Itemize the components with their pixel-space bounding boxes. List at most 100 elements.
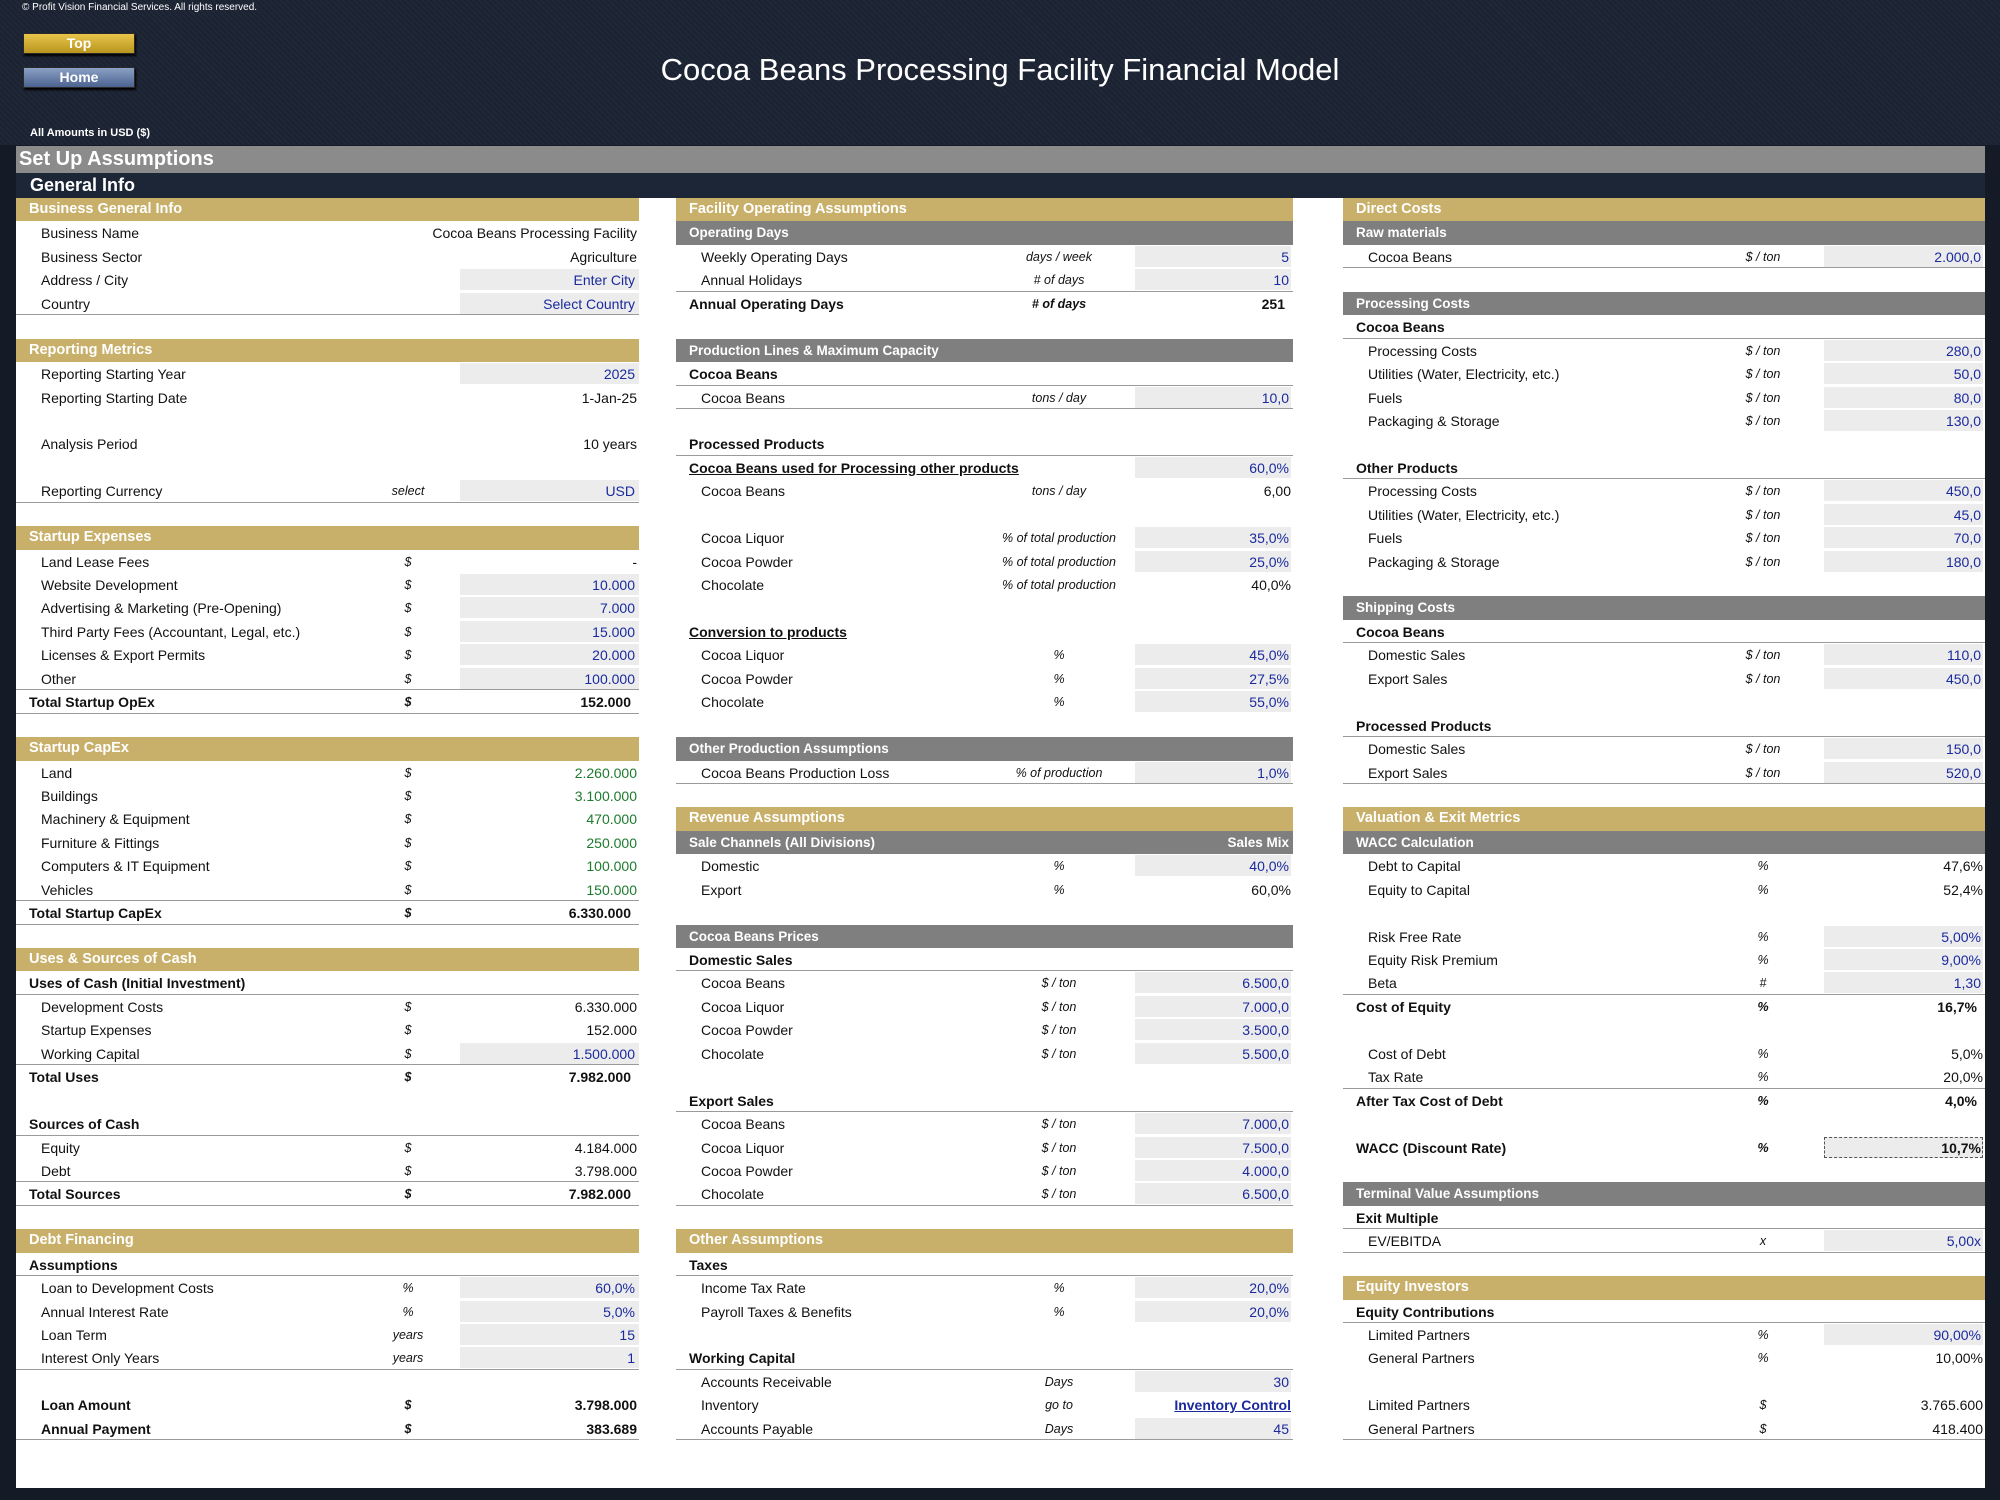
row-value[interactable]: 15 (619, 1327, 635, 1343)
row-value[interactable]: 110,0 (1947, 647, 1981, 664)
cocoa-beans-used-for-processing-other-products-input[interactable] (1135, 456, 1291, 478)
row-value[interactable]: 60,0% (1249, 459, 1289, 476)
row-value[interactable]: 150,0 (1945, 741, 1981, 758)
cocoa-powder-input[interactable] (1135, 1159, 1291, 1181)
row-value[interactable]: 40,0% (1249, 858, 1289, 875)
row-value[interactable]: 55,0% (1249, 694, 1289, 711)
annual-holidays-input[interactable] (1135, 269, 1291, 291)
equity-risk-premium-input[interactable] (1824, 949, 1983, 970)
address-city-input[interactable] (460, 269, 639, 291)
row-value[interactable]: 280,0 (1945, 342, 1981, 359)
row-value[interactable]: 20,0% (1249, 1303, 1289, 1320)
row-value[interactable]: 27,5% (1249, 670, 1289, 687)
cocoa-powder-input[interactable] (1135, 667, 1291, 689)
row-value[interactable]: 25,0% (1249, 553, 1289, 570)
chocolate-input[interactable] (1135, 1183, 1291, 1205)
row-value[interactable]: Select Country (543, 295, 635, 312)
row-value[interactable]: 5,0% (603, 1303, 635, 1320)
cocoa-beans-input[interactable] (1135, 1113, 1291, 1135)
domestic-sales-input[interactable] (1824, 738, 1983, 760)
row-value[interactable]: 1.500.000 (572, 1045, 635, 1062)
row-value[interactable]: 10.000 (592, 577, 635, 593)
wacc-discount-rate-input[interactable] (1824, 1136, 1983, 1158)
row-value[interactable]: 70,0 (1953, 530, 1981, 547)
cocoa-liquor-input[interactable] (1135, 995, 1291, 1017)
payroll-taxes-benefits-input[interactable] (1135, 1300, 1291, 1322)
row-value[interactable]: 9,00% (1941, 952, 1981, 968)
export-sales-input[interactable] (1824, 761, 1983, 783)
licenses-export-permits-input[interactable] (460, 644, 639, 666)
packaging-storage-input[interactable] (1824, 409, 1983, 431)
reporting-currency-input[interactable] (460, 480, 639, 502)
row-value[interactable]: 80,0 (1953, 389, 1981, 406)
row-value[interactable]: 130,0 (1945, 412, 1981, 429)
cocoa-liquor-input[interactable] (1135, 644, 1291, 666)
row-value[interactable]: 180,0 (1945, 553, 1981, 570)
utilities-water-electricity-etc-input[interactable] (1824, 503, 1983, 525)
row-value[interactable]: 2025 (603, 366, 635, 383)
loan-term-input[interactable] (460, 1324, 639, 1345)
domestic-input[interactable] (1135, 855, 1291, 877)
domestic-sales-input[interactable] (1824, 644, 1983, 666)
top-button[interactable]: Top (23, 33, 135, 54)
processing-costs-input[interactable] (1824, 480, 1983, 502)
row-value[interactable]: 100.000 (584, 670, 635, 687)
row-value[interactable]: 50,0 (1953, 366, 1981, 383)
reporting-starting-year-input[interactable] (460, 363, 639, 385)
row-value[interactable]: 1,30 (1953, 975, 1981, 992)
row-value[interactable]: 30 (1273, 1373, 1289, 1390)
accounts-receivable-input[interactable] (1135, 1370, 1291, 1392)
website-development-input[interactable] (460, 574, 639, 595)
fuels-input[interactable] (1824, 386, 1983, 408)
advertising-marketing-pre-opening-input[interactable] (460, 597, 639, 619)
row-value[interactable]: 7.500,0 (1242, 1139, 1289, 1156)
cocoa-powder-input[interactable] (1135, 550, 1291, 572)
row-value[interactable]: 7.000 (599, 600, 635, 617)
home-button[interactable]: Home (23, 67, 135, 88)
row-value[interactable]: 5,00% (1941, 928, 1981, 945)
row-value[interactable]: 2.000,0 (1934, 248, 1981, 265)
row-value[interactable]: 6.500,0 (1242, 975, 1289, 992)
limited-partners-input[interactable] (1824, 1324, 1983, 1345)
cocoa-powder-input[interactable] (1135, 1019, 1291, 1041)
other-input[interactable] (460, 667, 639, 689)
row-value[interactable]: 20,0% (1249, 1280, 1289, 1297)
beta-input[interactable] (1824, 972, 1983, 994)
row-value[interactable]: 5 (1281, 248, 1289, 265)
row-value[interactable]: 60,0% (595, 1280, 635, 1297)
row-value[interactable]: Enter City (573, 272, 635, 289)
country-input[interactable] (460, 292, 639, 314)
row-value[interactable]: 6.500,0 (1242, 1186, 1289, 1203)
cocoa-beans-input[interactable] (1824, 245, 1983, 267)
row-value[interactable]: 7.000,0 (1242, 1116, 1289, 1133)
utilities-water-electricity-etc-input[interactable] (1824, 363, 1983, 385)
row-value[interactable]: 5.500,0 (1242, 1045, 1289, 1062)
third-party-fees-accountant-legal-etc-input[interactable] (460, 620, 639, 642)
risk-free-rate-input[interactable] (1824, 925, 1983, 947)
cocoa-beans-production-loss-input[interactable] (1135, 761, 1291, 783)
working-capital-input[interactable] (460, 1042, 639, 1064)
annual-interest-rate-input[interactable] (460, 1300, 639, 1322)
row-value[interactable]: 15.000 (592, 623, 635, 640)
accounts-payable-input[interactable] (1135, 1417, 1291, 1439)
loan-to-development-costs-input[interactable] (460, 1277, 639, 1299)
row-value[interactable]: 45,0 (1953, 506, 1981, 523)
row-value[interactable]: 45,0% (1249, 647, 1289, 664)
row-value[interactable]: 4.000,0 (1242, 1162, 1289, 1179)
row-value[interactable]: 1,0% (1257, 764, 1289, 781)
row-value[interactable]: 3.500,0 (1242, 1022, 1289, 1039)
cocoa-liquor-input[interactable] (1135, 1136, 1291, 1158)
row-value[interactable]: 90,00% (1933, 1327, 1981, 1343)
row-value[interactable]: 5,00x (1946, 1233, 1981, 1250)
income-tax-rate-input[interactable] (1135, 1277, 1291, 1299)
row-value[interactable]: 520,0 (1945, 764, 1981, 781)
cocoa-liquor-input[interactable] (1135, 527, 1291, 549)
chocolate-input[interactable] (1135, 691, 1291, 713)
row-value[interactable]: 450,0 (1945, 670, 1981, 687)
inventory-control-link[interactable]: Inventory Control (1174, 1397, 1291, 1414)
row-value[interactable]: 1 (627, 1350, 635, 1367)
interest-only-years-input[interactable] (460, 1347, 639, 1369)
processing-costs-input[interactable] (1824, 339, 1983, 361)
packaging-storage-input[interactable] (1824, 550, 1983, 572)
row-value[interactable]: 10,7% (1941, 1139, 1981, 1156)
